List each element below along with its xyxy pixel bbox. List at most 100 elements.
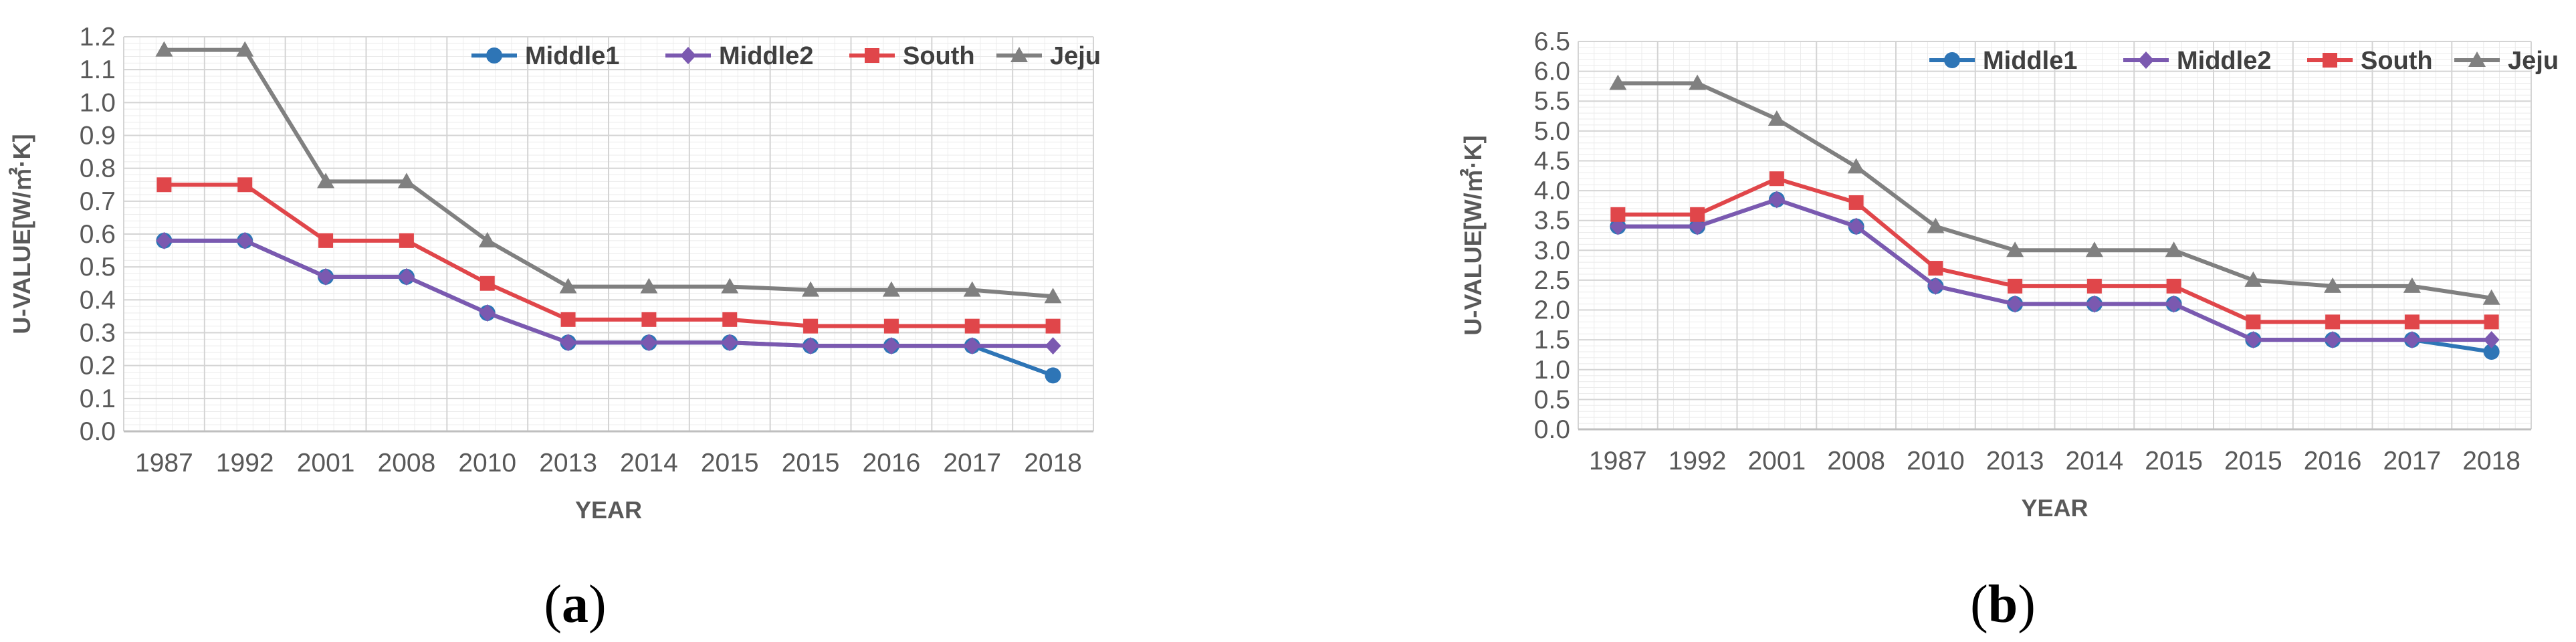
data-point-middle2 <box>2325 331 2341 349</box>
y-tick-label: 1.1 <box>80 56 116 84</box>
data-point-middle2 <box>2403 331 2420 349</box>
data-point-middle2 <box>1768 191 1785 209</box>
data-point-south <box>318 233 334 248</box>
y-tick-label: 0.0 <box>1534 415 1570 444</box>
legend-label-middle1: Middle1 <box>1983 47 2077 75</box>
data-point-south <box>641 312 657 327</box>
data-point-south <box>237 177 253 193</box>
x-tick-label: 2014 <box>620 449 678 477</box>
data-point-south <box>1690 207 1705 222</box>
legend-label-jeju: Jeju <box>2508 47 2559 75</box>
data-point-jeju <box>559 278 577 294</box>
x-tick-label: 2017 <box>943 449 1001 477</box>
y-tick-label: 0.1 <box>80 385 116 413</box>
legend-label-middle2: Middle2 <box>719 42 813 70</box>
y-tick-label: 0.4 <box>80 286 116 314</box>
x-tick-label: 2010 <box>1907 447 1965 475</box>
y-tick-label: 5.0 <box>1534 117 1570 146</box>
x-tick-label: 1992 <box>216 449 274 477</box>
data-point-south <box>1769 171 1784 187</box>
data-point-jeju <box>963 281 981 297</box>
x-tick-label: 2015 <box>2224 447 2282 475</box>
data-point-middle2 <box>318 268 334 286</box>
data-point-south <box>803 318 819 334</box>
data-point-jeju <box>2165 241 2183 257</box>
y-tick-label: 6.5 <box>1534 27 1570 56</box>
legend-marker-middle1 <box>1944 52 1960 68</box>
y-tick-label: 0.5 <box>1534 385 1570 414</box>
series-line-south <box>1618 177 2492 324</box>
x-tick-label: 2013 <box>539 449 597 477</box>
x-tick-label: 2014 <box>2065 447 2123 475</box>
data-point-middle2 <box>237 231 253 249</box>
data-point-jeju <box>1689 74 1707 90</box>
x-tick-label: 2001 <box>1747 447 1806 475</box>
series-line-jeju <box>164 47 1053 299</box>
data-point-south <box>2008 278 2023 294</box>
data-point-jeju <box>397 173 415 189</box>
data-point-middle1 <box>1045 367 1061 384</box>
legend-label-jeju: Jeju <box>1050 42 1101 70</box>
data-point-jeju <box>317 173 335 189</box>
data-point-middle2 <box>156 231 173 249</box>
x-tick-label: 1987 <box>1589 447 1647 475</box>
data-point-middle2 <box>1927 277 1944 295</box>
data-point-jeju <box>1927 217 1945 233</box>
legend-marker-middle2 <box>2138 51 2154 69</box>
data-point-jeju <box>2324 277 2342 293</box>
chart-b: 0.00.51.01.52.02.53.03.54.04.55.05.56.06… <box>1459 27 2559 522</box>
data-point-middle2 <box>722 334 738 352</box>
y-axis-title: U-VALUE[W/㎡·K] <box>8 134 35 334</box>
panel-label-b: (b) <box>1970 575 2036 634</box>
data-point-south <box>2325 314 2341 330</box>
series-line-south <box>164 183 1053 328</box>
y-tick-label: 0.3 <box>80 319 116 348</box>
x-tick-label: 2016 <box>863 449 921 477</box>
x-tick-label: 1992 <box>1669 447 1727 475</box>
x-tick-label: 2010 <box>458 449 516 477</box>
data-point-south <box>1045 318 1061 334</box>
data-point-south <box>1928 261 1943 276</box>
x-axis-title: YEAR <box>2021 494 2088 522</box>
y-tick-label: 0.2 <box>80 352 116 381</box>
data-point-middle2 <box>1689 217 1706 235</box>
data-point-south <box>2484 314 2499 330</box>
x-tick-label: 2016 <box>2304 447 2362 475</box>
x-tick-label: 2013 <box>1986 447 2044 475</box>
legend-marker-middle2 <box>680 47 696 64</box>
data-point-middle2 <box>479 304 496 322</box>
data-point-south <box>883 318 899 334</box>
data-point-middle2 <box>2007 295 2024 313</box>
data-point-south <box>399 233 414 248</box>
data-point-south <box>156 177 172 193</box>
x-tick-label: 2015 <box>782 449 840 477</box>
x-tick-label: 1987 <box>135 449 193 477</box>
y-tick-label: 1.2 <box>80 23 116 51</box>
y-tick-label: 3.5 <box>1534 207 1570 235</box>
data-point-jeju <box>1767 110 1786 126</box>
data-point-south <box>1848 195 1864 210</box>
data-point-south <box>479 276 495 291</box>
y-tick-label: 4.0 <box>1534 177 1570 205</box>
x-tick-label: 2018 <box>1024 449 1082 477</box>
data-point-jeju <box>882 281 900 297</box>
data-point-jeju <box>721 278 739 294</box>
y-tick-label: 2.0 <box>1534 296 1570 325</box>
y-tick-label: 0.5 <box>80 253 116 282</box>
data-point-middle2 <box>2483 331 2500 349</box>
legend-marker-jeju <box>2468 51 2486 67</box>
data-point-south <box>2166 278 2181 294</box>
data-point-middle2 <box>1045 337 1061 355</box>
legend-label-south: South <box>2361 47 2433 75</box>
data-point-middle2 <box>2245 331 2262 349</box>
y-axis-title: U-VALUE[W/㎡·K] <box>1459 135 1487 335</box>
data-point-middle2 <box>1848 217 1864 235</box>
data-point-middle2 <box>964 337 980 355</box>
legend-marker-jeju <box>1010 47 1028 62</box>
data-point-south <box>2404 314 2420 330</box>
y-tick-label: 5.5 <box>1534 87 1570 116</box>
data-point-middle2 <box>1610 217 1626 235</box>
data-point-middle2 <box>641 334 657 352</box>
data-point-middle2 <box>802 337 819 355</box>
